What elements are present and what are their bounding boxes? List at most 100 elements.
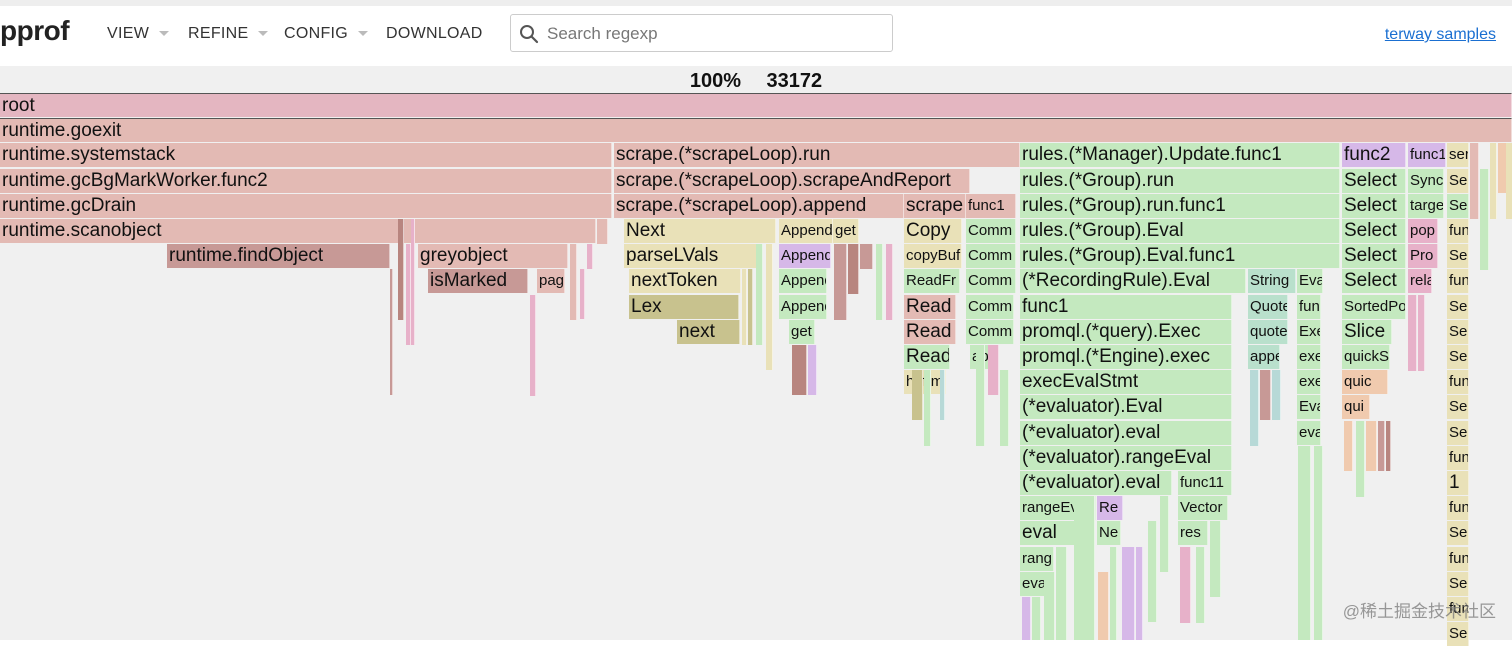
flame-frame[interactable]: scrape.(*scrapeLoop).append: [614, 194, 904, 218]
flame-frame[interactable]: appe: [1248, 345, 1280, 369]
flame-frame[interactable]: Append: [779, 295, 827, 319]
flame-sliver[interactable]: [848, 244, 859, 295]
flame-frame[interactable]: rela: [1408, 269, 1432, 293]
flame-frame[interactable]: (*evaluator).Eval: [1020, 395, 1232, 419]
flame-frame[interactable]: Eva: [1297, 269, 1323, 293]
flame-frame[interactable]: fun: [1447, 547, 1469, 571]
flame-frame[interactable]: Se: [1447, 169, 1469, 193]
flame-frame[interactable]: Comm: [966, 269, 1016, 293]
flame-sliver[interactable]: [1074, 496, 1095, 640]
flame-frame[interactable]: fun: [1447, 597, 1469, 621]
flame-frame[interactable]: Select: [1342, 194, 1406, 218]
flame-sliver[interactable]: [1356, 421, 1365, 497]
flame-frame[interactable]: SortedPo: [1342, 295, 1406, 319]
flame-sliver[interactable]: [570, 244, 577, 320]
flame-frame[interactable]: Se: [1447, 295, 1469, 319]
flame-frame[interactable]: ReadFr: [904, 269, 960, 293]
flame-frame[interactable]: quote: [1248, 320, 1288, 344]
flame-frame[interactable]: String: [1248, 269, 1296, 293]
flame-frame[interactable]: Se: [1447, 345, 1469, 369]
flame-frame[interactable]: Exe: [1297, 320, 1321, 344]
flame-frame[interactable]: scrape.(*scrapeLoop).run: [614, 143, 1020, 167]
flame-frame[interactable]: Select: [1342, 269, 1406, 293]
menu-config[interactable]: CONFIG: [284, 25, 369, 43]
flame-sliver[interactable]: [1366, 421, 1377, 472]
flame-sliver[interactable]: [876, 244, 883, 320]
flame-sliver[interactable]: [1148, 521, 1157, 622]
flame-frame[interactable]: func1: [966, 194, 1016, 218]
flame-frame[interactable]: rules.(*Manager).Update.func1: [1020, 143, 1340, 167]
flame-frame[interactable]: fun: [1447, 496, 1469, 520]
flame-sliver[interactable]: [1110, 547, 1117, 641]
flame-frame[interactable]: nextToken: [629, 269, 741, 293]
flame-frame[interactable]: func1: [1020, 295, 1232, 319]
flame-frame[interactable]: func2: [1342, 143, 1406, 167]
flame-sliver[interactable]: [924, 370, 931, 446]
flame-frame[interactable]: Lex: [629, 295, 739, 319]
flame-sliver[interactable]: [1506, 143, 1512, 219]
flame-sliver[interactable]: [860, 244, 873, 270]
flame-sliver[interactable]: [940, 370, 945, 421]
flame-sliver[interactable]: [886, 244, 893, 320]
flame-frame[interactable]: Eva: [1297, 395, 1321, 419]
flame-frame[interactable]: runtime.goexit: [0, 118, 1512, 142]
flame-frame[interactable]: func11: [1178, 471, 1232, 495]
flame-frame[interactable]: Comm: [966, 295, 1014, 319]
flame-frame[interactable]: Se: [1447, 320, 1469, 344]
flame-frame[interactable]: Select: [1342, 169, 1406, 193]
flame-frame[interactable]: Ne: [1097, 521, 1121, 545]
flame-frame[interactable]: (*evaluator).rangeEval: [1020, 446, 1232, 470]
flame-frame[interactable]: Se: [1447, 194, 1469, 218]
flame-sliver[interactable]: [597, 219, 608, 245]
flame-sliver[interactable]: [1098, 572, 1109, 641]
flame-sliver[interactable]: [1480, 169, 1489, 270]
flame-frame[interactable]: get: [833, 219, 859, 243]
flame-sliver[interactable]: [1022, 597, 1031, 640]
samples-link[interactable]: terway samples: [1384, 26, 1496, 43]
flame-frame[interactable]: Se: [1447, 572, 1469, 596]
flame-frame[interactable]: rules.(*Group).run.func1: [1020, 194, 1340, 218]
flame-sliver[interactable]: [1122, 547, 1135, 641]
flame-frame[interactable]: exe: [1297, 370, 1321, 394]
flame-frame[interactable]: quickS: [1342, 345, 1390, 369]
flame-frame[interactable]: Se: [1447, 521, 1469, 545]
flame-frame[interactable]: fun: [1447, 219, 1469, 243]
flame-sliver[interactable]: [1344, 421, 1353, 472]
flame-sliver[interactable]: [976, 345, 985, 446]
flame-frame[interactable]: runtime.findObject: [167, 244, 390, 268]
flame-sliver[interactable]: [580, 269, 585, 320]
flame-sliver[interactable]: [1408, 295, 1417, 371]
flame-frame[interactable]: Append: [779, 219, 833, 243]
flame-sliver[interactable]: [390, 269, 393, 395]
flame-frame[interactable]: (*RecordingRule).Eval: [1020, 269, 1246, 293]
flame-frame[interactable]: isMarked: [428, 269, 528, 293]
flame-frame[interactable]: runtime.scanobject: [0, 219, 596, 243]
flame-sliver[interactable]: [766, 244, 773, 370]
flame-sliver[interactable]: [808, 345, 817, 396]
flame-sliver[interactable]: [587, 244, 593, 270]
flame-frame[interactable]: copyBuf: [904, 244, 962, 268]
flame-frame[interactable]: qui: [1342, 395, 1370, 419]
flame-frame[interactable]: Select: [1342, 244, 1406, 268]
flame-frame[interactable]: Se: [1447, 622, 1469, 646]
flame-sliver[interactable]: [406, 244, 411, 345]
flame-frame[interactable]: res: [1178, 521, 1208, 545]
flame-frame[interactable]: promql.(*Engine).exec: [1020, 345, 1232, 369]
flame-frame[interactable]: Pro: [1408, 244, 1438, 268]
flame-sliver[interactable]: [748, 269, 753, 345]
flame-frame[interactable]: Comm: [966, 320, 1014, 344]
flame-frame[interactable]: (*evaluator).eval: [1020, 421, 1232, 445]
flame-sliver[interactable]: [1180, 547, 1191, 623]
flame-frame[interactable]: Read: [904, 295, 956, 319]
flame-frame[interactable]: runtime.gcDrain: [0, 194, 612, 218]
flame-frame[interactable]: targe: [1408, 194, 1444, 218]
flame-frame[interactable]: rules.(*Group).run: [1020, 169, 1340, 193]
flame-frame[interactable]: Read: [904, 345, 950, 369]
flame-frame[interactable]: fun: [1447, 370, 1469, 394]
search-input[interactable]: [545, 19, 889, 49]
flame-frame[interactable]: Append: [779, 269, 827, 293]
flame-frame[interactable]: Comm: [966, 219, 1016, 243]
flame-sliver[interactable]: [756, 244, 763, 345]
flame-frame[interactable]: Read: [904, 320, 956, 344]
flame-sliver[interactable]: [1298, 446, 1311, 641]
